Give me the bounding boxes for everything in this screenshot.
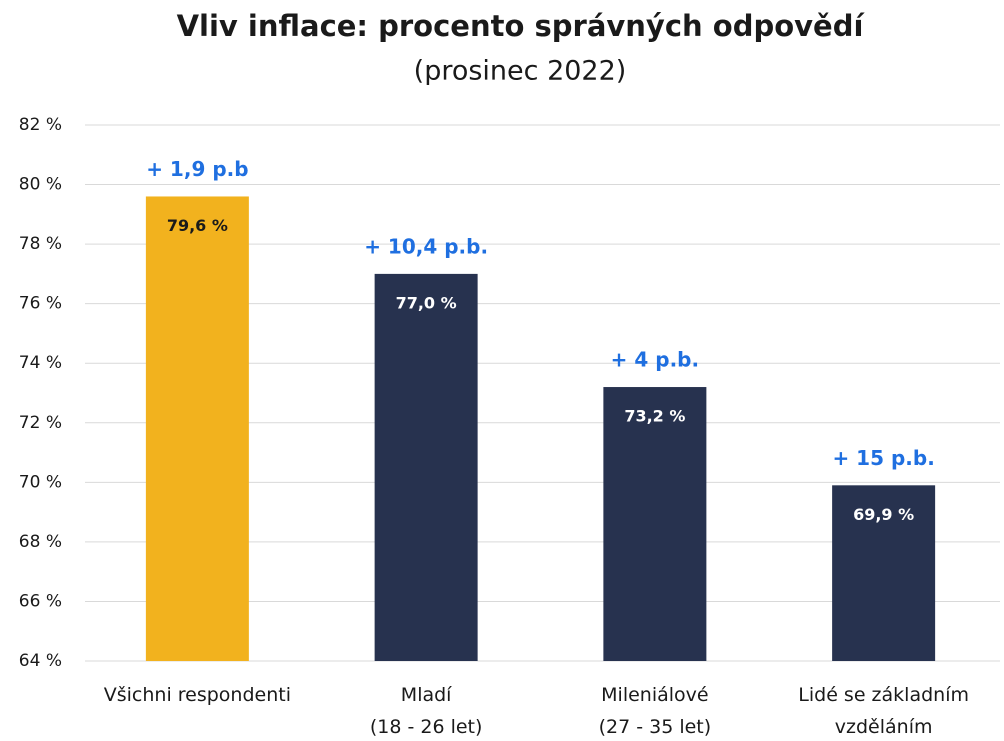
x-tick-label-line: Lidé se základním (798, 684, 969, 706)
x-tick-label: Všichni respondenti (104, 684, 291, 706)
y-tick-label: 72 % (19, 413, 62, 433)
y-tick-label: 78 % (19, 234, 62, 254)
value-label: 69,9 % (853, 505, 914, 524)
x-tick-label-line: Mladí (401, 684, 452, 706)
y-tick-label: 76 % (19, 294, 62, 314)
x-tick-label-line: (18 - 26 let) (370, 716, 483, 738)
bar (374, 273, 478, 661)
bar (832, 485, 936, 661)
value-label: 79,6 % (167, 216, 228, 235)
x-tick-label: Lidé se základním vzděláním (798, 684, 969, 738)
x-tick-label-line: Mileniálové (601, 684, 708, 706)
x-tick-label-line: Všichni respondenti (104, 684, 291, 706)
x-tick-label: Mileniálové (27 - 35 let) (599, 684, 712, 738)
annotation: + 4 p.b. (611, 348, 699, 372)
value-label: 77,0 % (396, 293, 457, 312)
y-tick-label: 70 % (19, 472, 62, 492)
y-tick-label: 74 % (19, 353, 62, 373)
y-tick-label: 68 % (19, 532, 62, 552)
bar (145, 196, 249, 661)
y-tick-label: 66 % (19, 591, 62, 611)
annotation: + 1,9 p.b (146, 157, 248, 181)
y-tick-label: 80 % (19, 175, 62, 195)
annotation: + 15 p.b. (832, 446, 934, 470)
bar (603, 387, 707, 661)
y-tick-label: 64 % (19, 651, 62, 671)
x-tick-label-line: vzděláním (835, 716, 933, 738)
value-label: 73,2 % (624, 407, 685, 426)
chart-subtitle: (prosinec 2022) (414, 56, 627, 87)
chart-title: Vliv inflace: procento správných odpověd… (177, 9, 866, 43)
y-tick-label: 82 % (19, 115, 62, 135)
annotation: + 10,4 p.b. (364, 234, 488, 258)
x-tick-label-line: (27 - 35 let) (599, 716, 712, 738)
x-tick-label: Mladí (18 - 26 let) (370, 684, 483, 738)
